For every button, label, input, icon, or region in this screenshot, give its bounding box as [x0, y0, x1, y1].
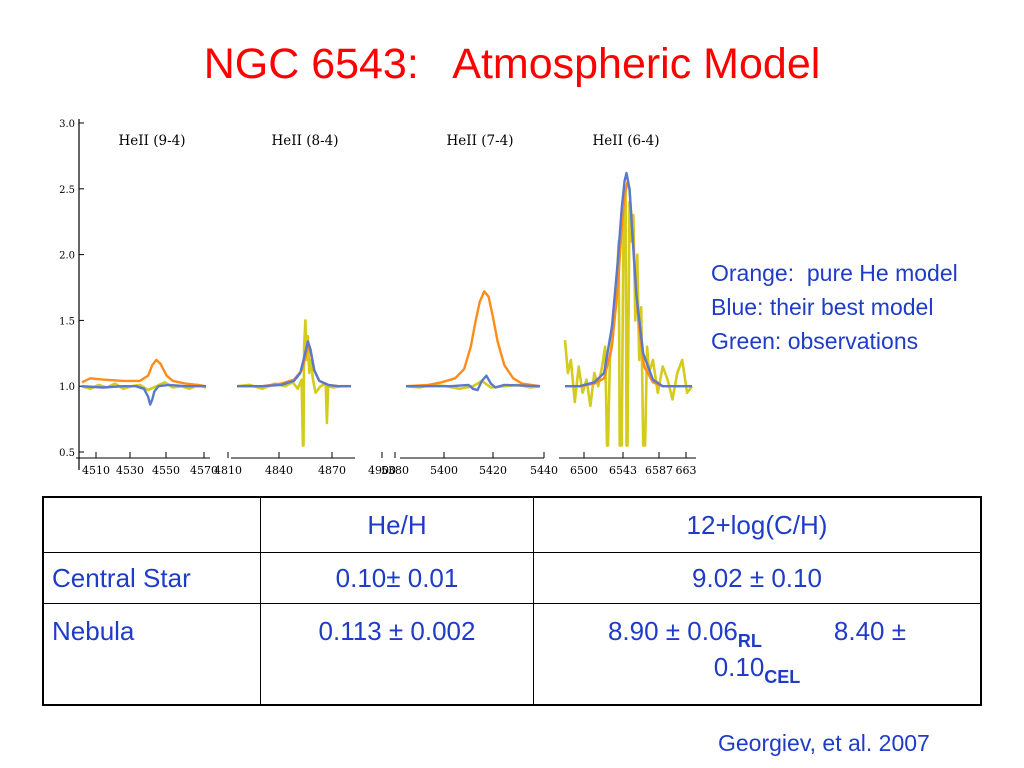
x-tick-label: 4510 [82, 464, 110, 477]
nebula-c-cel-value: 8.40 ± [833, 616, 907, 646]
cell-central-star-he: 0.10± 0.01 [260, 552, 534, 604]
table-header-he: He/H [260, 496, 534, 553]
nebula-c-cel-sub: CEL [764, 667, 801, 687]
x-tick-label: 663 [676, 464, 697, 477]
citation: Georgiev, et al. 2007 [718, 730, 930, 756]
x-tick-label: 4840 [265, 464, 293, 477]
x-tick-label: 5440 [530, 464, 558, 477]
cell-nebula-c: 8.90 ± 0.06RL 8.40 ± 0.10CEL [533, 603, 982, 706]
series-line-blue [565, 171, 692, 388]
series-line-blue [406, 374, 541, 392]
x-tick-label: 5420 [479, 464, 507, 477]
spectrum-panel: HeII (9-4) 4510 4530 4550 4570 [76, 133, 218, 477]
nebula-c-cel-value-2: 0.10 [713, 652, 765, 682]
series-line-green [81, 380, 207, 392]
series-line-orange [405, 290, 541, 388]
x-tick-label: 5380 [381, 464, 409, 477]
panel-title: HeII (6-4) [593, 133, 660, 149]
y-tick-label: 1.5 [59, 316, 75, 327]
abundance-table: He/H 12+log(C/H) Central Star 0.10± 0.01… [42, 496, 982, 706]
row-label-central-star: Central Star [42, 552, 261, 604]
spectrum-panel: HeII (6-4) 6500 6543 6587 663 [559, 133, 697, 477]
series-line-blue [237, 340, 351, 388]
x-tick-label: 4900 [368, 464, 396, 477]
x-tick-label: 6587 [645, 464, 673, 477]
legend: Orange: pure He model Blue: their best m… [711, 256, 958, 358]
panel-title: HeII (9-4) [119, 133, 186, 149]
y-tick-label: 2.0 [59, 251, 75, 262]
legend-green: Green: observations [711, 328, 919, 354]
table-header-c: 12+log(C/H) [533, 496, 982, 553]
y-tick-label: 3.0 [59, 119, 75, 130]
x-tick-label: 4530 [116, 464, 144, 477]
y-tick-label: 1.0 [59, 382, 75, 393]
legend-blue: Blue: their best model [711, 294, 934, 320]
spectra-figure: 3.0 2.5 2.0 1.5 1.0 0.5 HeII (9-4) 4510 4530 455… [59, 119, 697, 477]
y-tick-label: 2.5 [59, 185, 75, 196]
series-line-orange [81, 358, 207, 388]
x-tick-label: 4550 [152, 464, 180, 477]
nebula-c-rl-value: 8.90 ± 0.06 [607, 616, 738, 646]
spectrum-panel: HeII (7-4) 5380 5400 5420 5440 [381, 133, 558, 477]
x-tick-label: 4870 [318, 464, 346, 477]
table-row: Nebula 0.113 ± 0.002 8.90 ± 0.06RL 8.40 ±… [42, 603, 982, 706]
table-header-empty [42, 496, 261, 553]
spectrum-panel: HeII (8-4) 4810 4840 4870 4900 [214, 133, 396, 477]
legend-orange: Orange: pure He model [711, 260, 958, 286]
x-tick-label: 6543 [609, 464, 637, 477]
cell-nebula-he: 0.113 ± 0.002 [260, 603, 534, 706]
series-line-green [563, 187, 694, 447]
series-line-green [236, 319, 351, 447]
y-axis: 3.0 2.5 2.0 1.5 1.0 0.5 [59, 119, 84, 470]
spectra-panels: HeII (9-4) 4510 4530 4550 4570 HeII (8-4) 4810… [76, 133, 697, 477]
slide-title: NGC 6543: Atmospheric Model [203, 40, 821, 88]
nebula-c-rl-sub: RL [737, 631, 762, 651]
x-tick-label: 5400 [430, 464, 458, 477]
x-tick-label: 4810 [214, 464, 242, 477]
panel-title: HeII (7-4) [447, 133, 514, 149]
y-tick-label: 0.5 [59, 448, 75, 459]
series-line-blue [81, 383, 206, 406]
panel-title: HeII (8-4) [272, 133, 339, 149]
x-tick-label: 4570 [190, 464, 218, 477]
x-tick-label: 6500 [570, 464, 598, 477]
table-row: Central Star 0.10± 0.01 9.02 ± 0.10 [42, 552, 982, 604]
row-label-nebula: Nebula [42, 603, 261, 706]
table-header-row: He/H 12+log(C/H) [42, 496, 982, 553]
cell-central-star-c: 9.02 ± 0.10 [533, 552, 982, 604]
